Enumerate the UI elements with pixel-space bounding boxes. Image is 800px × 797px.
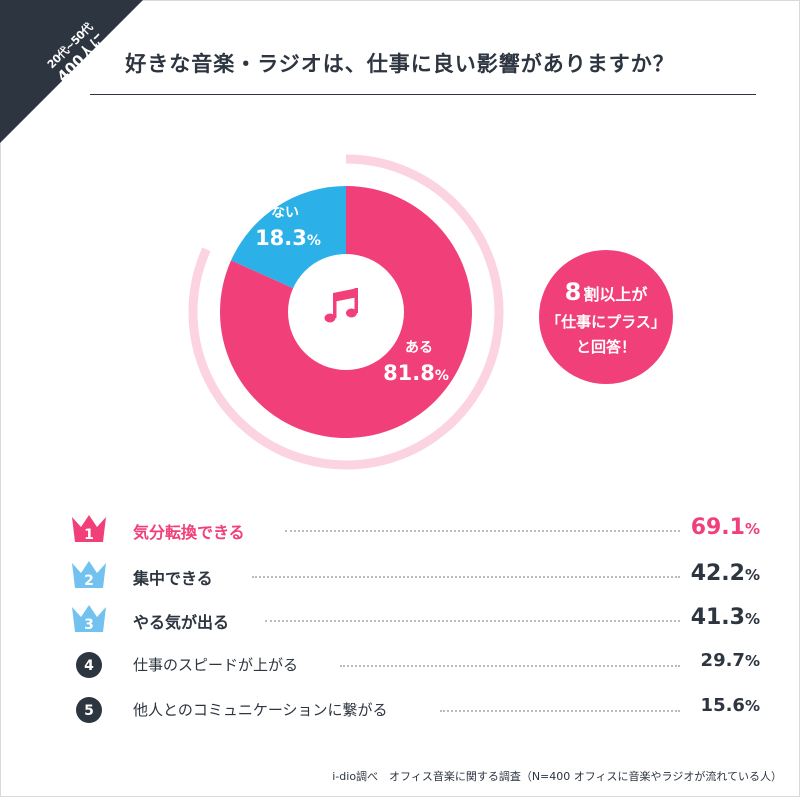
rank-number: 1 xyxy=(84,527,94,543)
slice-value-unit: % xyxy=(435,368,449,384)
ranking-value-number: 42.2 xyxy=(690,561,745,586)
ranking-label: やる気が出る xyxy=(133,613,230,632)
leader-dots xyxy=(252,576,680,578)
ranking-value: 41.3% xyxy=(691,605,760,630)
donut-center xyxy=(288,254,404,370)
title-divider xyxy=(90,94,756,95)
ranking-value-number: 29.7 xyxy=(700,650,745,671)
rank-number: 2 xyxy=(84,573,94,589)
slice-value-number: 81.8 xyxy=(383,361,435,385)
ranking-value-unit: % xyxy=(744,520,760,538)
crown-blue-icon: 3 xyxy=(72,605,106,633)
ranking-row-5: 5 他人とのコミュニケーションに繋がる 15.6% xyxy=(0,690,800,730)
ranking-value-number: 41.3 xyxy=(690,605,745,630)
crown-pink-icon: 1 xyxy=(72,515,106,543)
ranking-value-unit: % xyxy=(744,566,760,584)
ranking-value-unit: % xyxy=(744,697,760,715)
ranking-row-2: 2 集中できる 42.2% xyxy=(0,556,800,596)
ranking-value-unit: % xyxy=(744,610,760,628)
leader-dots xyxy=(285,530,680,532)
survey-badge: 20代~50代 400人に 聞いた! xyxy=(0,0,150,150)
leader-dots xyxy=(340,665,680,667)
callout-line-1-rest: 割以上が xyxy=(583,285,647,304)
ranking-value-number: 69.1 xyxy=(690,515,745,540)
slice-label-aru: ある xyxy=(405,340,433,356)
ranking-value: 15.6% xyxy=(701,695,760,716)
ranking-value: 29.7% xyxy=(701,650,760,671)
slice-value-number: 18.3 xyxy=(255,226,307,250)
slice-label-nai: ない xyxy=(271,205,299,221)
outer-ring-arc xyxy=(188,154,504,470)
callout-line-1: 8 割以上が xyxy=(565,278,648,306)
leader-dots xyxy=(265,620,680,622)
ranking-label: 気分転換できる xyxy=(133,523,245,542)
rank-number: 3 xyxy=(84,617,94,633)
callout-line-3: と回答！ xyxy=(576,338,636,356)
ranking-value: 69.1% xyxy=(691,515,760,540)
rank-circle-icon: 5 xyxy=(76,697,102,723)
callout-bubble: 8 割以上が 「仕事にプラス」 と回答！ xyxy=(539,250,673,384)
leader-dots xyxy=(440,710,680,712)
ranking-label: 集中できる xyxy=(133,569,213,588)
ranking-value: 42.2% xyxy=(691,561,760,586)
slice-value-nai: 18.3% xyxy=(255,226,321,250)
slice-value-unit: % xyxy=(307,233,321,249)
rank-number: 4 xyxy=(84,658,94,674)
badge-triangle xyxy=(0,0,143,143)
ranking-row-4: 4 仕事のスピードが上がる 29.7% xyxy=(0,645,800,685)
rank-number: 5 xyxy=(84,703,94,719)
callout-line-2: 「仕事にプラス」 xyxy=(546,313,666,331)
donut-chart: ない 18.3% ある 81.8% 8 割以上が 「仕事にプラス」 と回答！ xyxy=(188,154,673,470)
music-note-icon xyxy=(324,288,358,323)
source-note: i-dio調べ オフィス音楽に関する調査（N=400 オフィスに音楽やラジオが流… xyxy=(332,770,782,783)
slice-value-aru: 81.8% xyxy=(383,361,449,385)
ranking-value-number: 15.6 xyxy=(700,695,745,716)
crown-blue-icon: 2 xyxy=(72,561,106,589)
page-title: 好きな音楽・ラジオは、仕事に良い影響がありますか？ xyxy=(125,52,675,76)
rank-circle-icon: 4 xyxy=(76,652,102,678)
ranking-row-1: 1 気分転換できる 69.1% xyxy=(0,510,800,550)
ranking-row-3: 3 やる気が出る 41.3% xyxy=(0,600,800,640)
callout-number: 8 xyxy=(565,278,582,306)
ranking-value-unit: % xyxy=(744,652,760,670)
ranking-label: 他人とのコミュニケーションに繋がる xyxy=(133,701,388,719)
ranking-label: 仕事のスピードが上がる xyxy=(133,656,299,674)
